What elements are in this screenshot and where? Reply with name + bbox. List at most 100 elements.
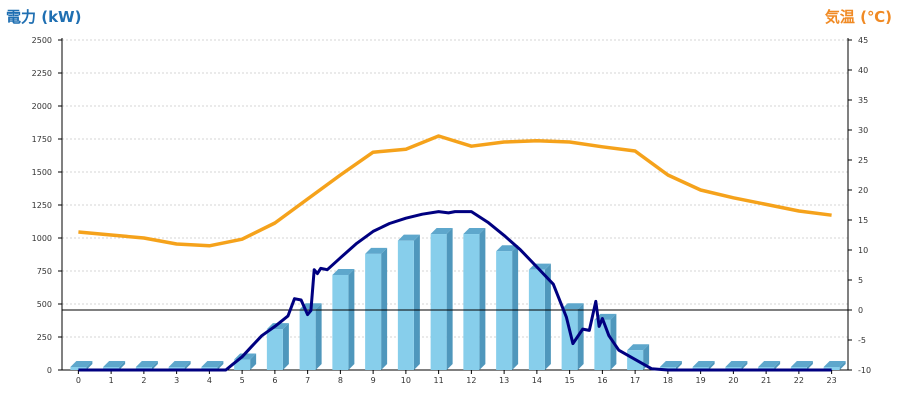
bar-side xyxy=(315,303,322,370)
bar-top xyxy=(201,361,224,367)
bar-top xyxy=(365,247,388,254)
bar-side xyxy=(250,353,257,370)
x-tick-label: 23 xyxy=(827,376,837,385)
bar-side xyxy=(217,361,224,370)
bar-top xyxy=(397,234,420,241)
bar-top xyxy=(659,361,682,367)
left-tick-label: 500 xyxy=(37,300,52,309)
bar-top xyxy=(561,303,584,310)
bar-side xyxy=(479,228,486,370)
x-tick-label: 2 xyxy=(141,376,146,385)
left-axis-title: 電力 (kW) xyxy=(6,8,82,26)
bar-side xyxy=(446,228,453,370)
x-tick-label: 18 xyxy=(663,376,673,385)
right-tick-label: 25 xyxy=(858,156,868,165)
right-tick-label: 35 xyxy=(858,96,868,105)
right-tick-label: 15 xyxy=(858,216,868,225)
x-tick-label: 6 xyxy=(272,376,277,385)
bar xyxy=(70,367,87,370)
bar-side xyxy=(741,361,748,370)
x-tick-label: 4 xyxy=(207,376,212,385)
x-tick-label: 5 xyxy=(240,376,245,385)
bar xyxy=(397,240,414,370)
left-tick-label: 1750 xyxy=(32,135,52,144)
x-tick-label: 0 xyxy=(76,376,81,385)
bar-side xyxy=(119,361,126,370)
power-line xyxy=(78,210,832,372)
bar xyxy=(463,234,480,370)
bar xyxy=(823,367,840,370)
right-tick-label: 5 xyxy=(858,276,863,285)
bar-top xyxy=(790,361,813,367)
bar-side xyxy=(413,234,420,370)
bar-side xyxy=(86,361,93,370)
bar-side xyxy=(806,361,813,370)
bar xyxy=(430,234,447,370)
x-tick-label: 7 xyxy=(305,376,310,385)
left-tick-label: 1500 xyxy=(32,168,52,177)
bar-side xyxy=(348,268,355,370)
x-tick-label: 16 xyxy=(597,376,607,385)
bar-top xyxy=(725,361,748,367)
bar-top xyxy=(823,361,846,367)
right-tick-label: 40 xyxy=(858,66,868,75)
bar xyxy=(299,309,316,370)
right-tick-label: -10 xyxy=(858,366,871,375)
bar-top xyxy=(463,228,486,235)
right-tick-label: 10 xyxy=(858,246,868,255)
bar-side xyxy=(577,303,584,370)
x-tick-label: 3 xyxy=(174,376,179,385)
left-tick-label: 0 xyxy=(47,366,52,375)
bar-side xyxy=(512,245,519,370)
left-tick-label: 250 xyxy=(37,333,52,342)
bar-side xyxy=(774,361,781,370)
x-tick-label: 17 xyxy=(630,376,640,385)
x-tick-label: 20 xyxy=(728,376,738,385)
bar-top xyxy=(758,361,781,367)
temperature-line xyxy=(78,134,832,248)
x-tick-label: 15 xyxy=(565,376,575,385)
bar-top xyxy=(103,361,126,367)
bar-top xyxy=(692,361,715,367)
x-tick-label: 22 xyxy=(794,376,804,385)
x-tick-label: 14 xyxy=(532,376,542,385)
bar-side xyxy=(151,361,158,370)
bar xyxy=(528,269,545,370)
x-tick-label: 10 xyxy=(401,376,411,385)
right-tick-label: 30 xyxy=(858,126,868,135)
bar-top xyxy=(430,228,453,235)
right-tick-label: -5 xyxy=(858,336,866,345)
bar xyxy=(332,274,349,370)
bar-top xyxy=(594,313,617,320)
bar-top xyxy=(332,268,355,275)
left-tick-label: 2250 xyxy=(32,69,52,78)
left-tick-label: 2000 xyxy=(32,102,52,111)
bar-side xyxy=(184,361,191,370)
bar xyxy=(561,309,578,370)
x-tick-label: 11 xyxy=(434,376,444,385)
x-tick-label: 12 xyxy=(466,376,476,385)
x-tick-label: 8 xyxy=(338,376,343,385)
bar xyxy=(594,319,611,370)
bar-side xyxy=(381,247,388,370)
bar-top xyxy=(168,361,191,367)
left-tick-label: 1250 xyxy=(32,201,52,210)
left-tick-label: 2500 xyxy=(32,36,52,45)
bar xyxy=(365,253,382,370)
left-tick-label: 750 xyxy=(37,267,52,276)
x-tick-label: 1 xyxy=(109,376,114,385)
bar-side xyxy=(708,361,715,370)
right-axis-title: 気温 (℃) xyxy=(824,8,892,26)
x-tick-label: 19 xyxy=(696,376,706,385)
x-tick-label: 21 xyxy=(761,376,771,385)
bar xyxy=(496,251,513,370)
right-tick-label: 20 xyxy=(858,186,868,195)
bar-side xyxy=(839,361,846,370)
right-tick-label: 0 xyxy=(858,306,863,315)
x-tick-label: 9 xyxy=(371,376,376,385)
bar-side xyxy=(675,361,682,370)
bar-top xyxy=(135,361,158,367)
left-tick-label: 1000 xyxy=(32,234,52,243)
bar-top xyxy=(627,344,650,351)
